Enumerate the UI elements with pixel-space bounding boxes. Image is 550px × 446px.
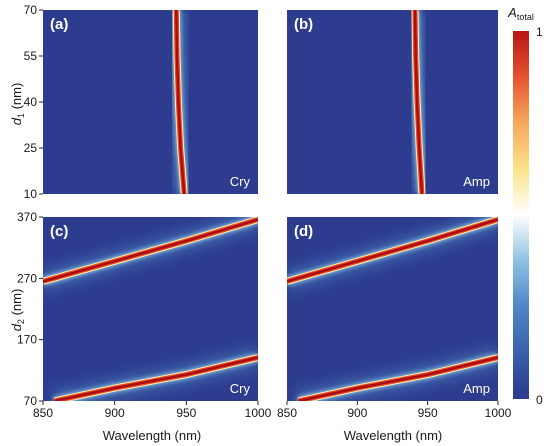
y-tick-label: 370 [17,210,37,224]
colorbar-gradient [513,31,529,399]
y-tick-label: 10 [24,187,38,201]
resonance-peak-line [43,218,258,283]
resonance-peak-line [175,10,186,194]
colorbar-max-label: 1 [536,25,543,39]
y-axis-label-top-unit: (nm) [9,83,24,113]
y-tick-label: 40 [24,95,38,109]
panel-label: (c) [50,223,68,240]
heatmap-background [287,10,498,194]
colorbar-label: Atotal [507,5,534,22]
y-tick-label: 55 [24,49,38,63]
panel-b: (b) Amp [287,10,498,194]
panel-d: (d) Amp 850 900 950 1000 [277,217,512,420]
y-axis-label-bottom-sub: 2 [16,319,26,324]
y-axis-label-bottom: d2 (nm) [9,289,26,332]
y-tick-label: 270 [17,271,37,285]
y-tick-label: 25 [24,141,38,155]
x-tick-label: 950 [176,406,196,420]
resonance-peak-line [298,356,498,401]
y-axis-label-top-sub: 1 [16,113,26,118]
material-label: Cry [230,381,251,396]
x-tick-label: 900 [347,406,367,420]
colorbar-min-label: 0 [536,393,543,407]
material-label: Amp [463,174,490,189]
y-tick-label: 170 [17,333,37,347]
material-label: Cry [230,174,251,189]
panel-label: (a) [50,16,68,33]
x-axis-label-left: Wavelength (nm) [103,428,202,443]
resonance-peak-line [413,10,424,194]
panel-c: (c) Cry 70 170 270 370 850 900 950 1000 [17,210,272,420]
y-axis-label-top: d1 (nm) [9,83,26,126]
resonance-peak-line [287,218,498,283]
y-tick-label: 70 [24,394,38,408]
y-axis-label-bottom-unit: (nm) [9,289,24,319]
panel-a: (a) Cry 10 25 40 55 70 [24,3,258,201]
resonance-peak-line [54,356,258,401]
x-axis-label-right: Wavelength (nm) [344,428,443,443]
x-tick-label: 900 [105,406,125,420]
panel-label: (d) [294,223,313,240]
colorbar-label-sub: total [517,12,534,22]
y-axis-label-bottom-main: d [9,323,24,331]
material-label: Amp [463,381,490,396]
x-tick-label: 850 [33,406,53,420]
heatmap-background [43,10,258,194]
x-tick-label: 850 [277,406,297,420]
colorbar-label-main: A [507,5,517,20]
x-tick-label: 950 [418,406,438,420]
x-tick-label: 1000 [245,406,272,420]
y-tick-label: 70 [24,3,38,17]
y-axis-label-top-main: d [9,117,24,125]
x-tick-label: 1000 [485,406,512,420]
colorbar: Atotal 1 0 [507,5,543,407]
panel-label: (b) [294,16,313,33]
